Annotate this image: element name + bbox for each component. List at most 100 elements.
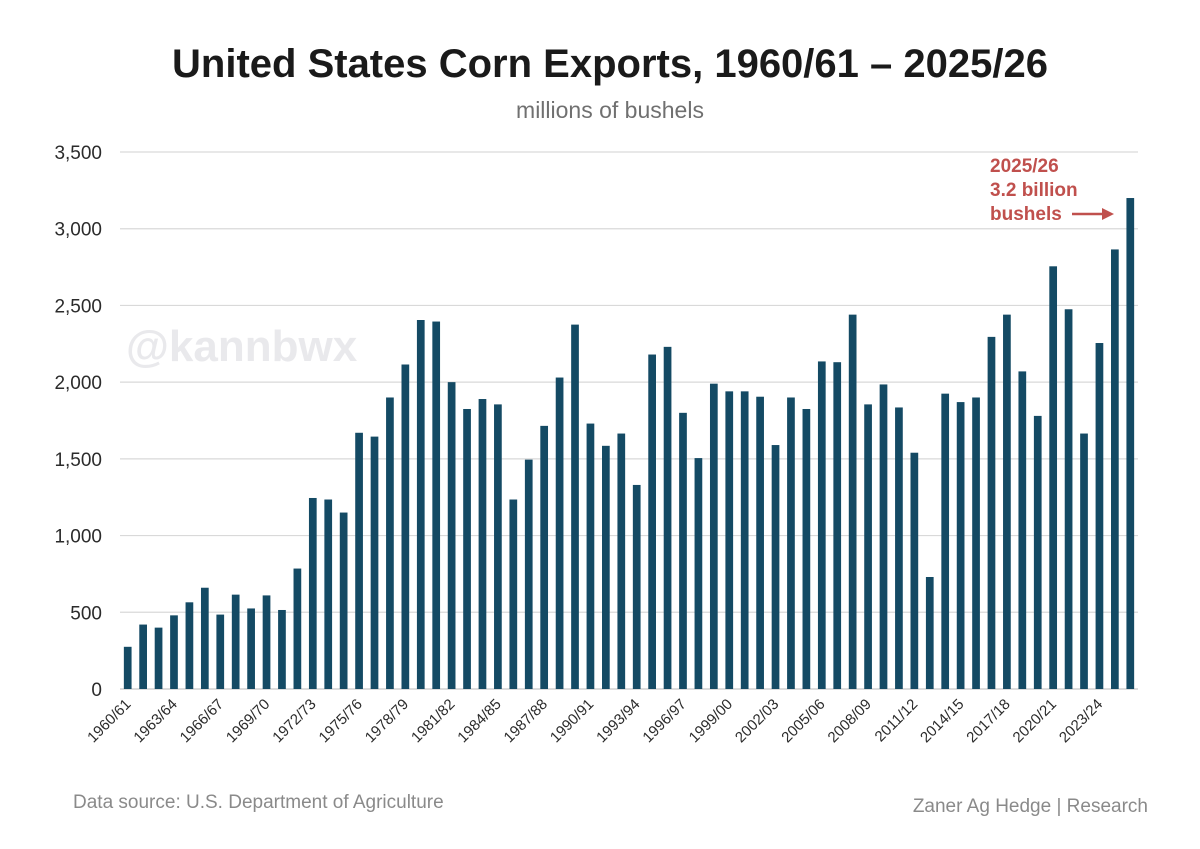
bar [1049,266,1058,689]
bar [401,364,410,689]
bar [293,568,302,689]
bar [1033,415,1042,689]
chart-title: United States Corn Exports, 1960/61 – 20… [172,42,1048,86]
x-tick-label: 1978/79 [362,696,412,746]
y-axis-ticks: 0 500 1,000 1,500 2,000 2,500 3,000 3,500 [54,143,102,701]
bar [1018,371,1027,689]
bar [231,594,240,689]
x-tick-label: 1993/94 [593,696,643,746]
bar [632,484,641,689]
x-tick-label: 2017/18 [963,696,1013,746]
bar [324,499,333,689]
bar [1095,343,1104,689]
x-tick-label: 2002/03 [732,696,782,746]
x-axis-ticks: 1960/611963/641966/671969/701972/731975/… [84,696,1106,746]
bar [586,423,595,689]
credit: Zaner Ag Hedge | Research [912,796,1148,817]
bar [170,615,178,689]
x-tick-label: 2020/21 [1010,696,1060,746]
bar [216,614,225,689]
x-tick-label: 1990/91 [547,696,597,746]
bar [895,407,903,689]
y-tick-label: 2,500 [54,296,102,317]
bar [802,408,811,689]
bar [571,324,579,689]
annotation-line-1: 2025/26 [990,156,1059,177]
bar [432,321,441,689]
y-tick-label: 500 [70,603,102,624]
bar [247,608,255,689]
bar [154,627,163,689]
annotation-line-2: 3.2 billion [990,180,1078,201]
bar [355,432,363,689]
x-tick-label: 2011/12 [872,696,922,746]
y-tick-label: 3,000 [54,220,102,241]
bar [925,576,934,689]
bar [848,314,857,689]
bar [663,346,672,689]
bar [509,499,518,689]
x-tick-label: 1996/97 [639,696,689,746]
x-tick-label: 2005/06 [778,696,828,746]
bar [787,397,795,689]
bar [679,412,687,689]
bar [756,396,764,689]
bar [555,377,564,689]
x-tick-label: 2014/15 [917,696,967,746]
bar [972,397,980,689]
chart-subtitle: millions of bushels [516,97,704,123]
x-tick-label: 1981/82 [408,696,458,746]
bar [879,384,888,689]
bar [262,595,271,689]
bar [1064,309,1073,689]
bar [1111,249,1119,690]
x-tick-label: 1969/70 [223,696,273,746]
bar [200,587,209,689]
bar [817,361,826,689]
bar [1003,314,1011,689]
bar [910,452,919,689]
bar [956,402,965,689]
bar [1080,433,1088,689]
bar [602,445,610,689]
bar [339,512,348,689]
bar [278,609,286,689]
y-tick-label: 0 [91,680,102,701]
watermark-text: @kannbwx [126,322,358,371]
x-tick-label: 2023/24 [1056,696,1106,746]
x-tick-label: 1960/61 [84,696,134,746]
bar [386,397,394,689]
x-tick-label: 1975/76 [316,696,366,746]
bar [370,436,379,689]
bar [494,404,502,689]
bar [185,602,194,689]
bar [1126,198,1135,689]
bar [447,382,456,689]
y-tick-label: 2,000 [54,373,102,394]
x-tick-label: 1987/88 [501,696,551,746]
bar [740,391,749,689]
bar [941,393,950,689]
y-tick-label: 1,500 [54,450,102,471]
bar [833,362,842,689]
annotation-arrow-head [1102,208,1114,220]
annotation: 2025/26 3.2 billion bushels [990,156,1114,225]
bar [864,404,872,689]
bar [771,445,780,689]
bar [648,354,656,689]
bar [416,320,425,689]
x-tick-label: 1963/64 [130,696,180,746]
bar [617,433,626,689]
bar [524,459,533,689]
bar [709,383,718,689]
x-tick-label: 1984/85 [454,696,504,746]
y-tick-label: 3,500 [54,143,102,164]
bar [694,458,703,689]
bar [478,399,487,689]
x-tick-label: 1966/67 [177,696,227,746]
annotation-line-3: bushels [990,204,1062,225]
gridlines [120,151,1138,690]
bar [123,646,132,689]
data-source: Data source: U.S. Department of Agricult… [73,792,444,813]
